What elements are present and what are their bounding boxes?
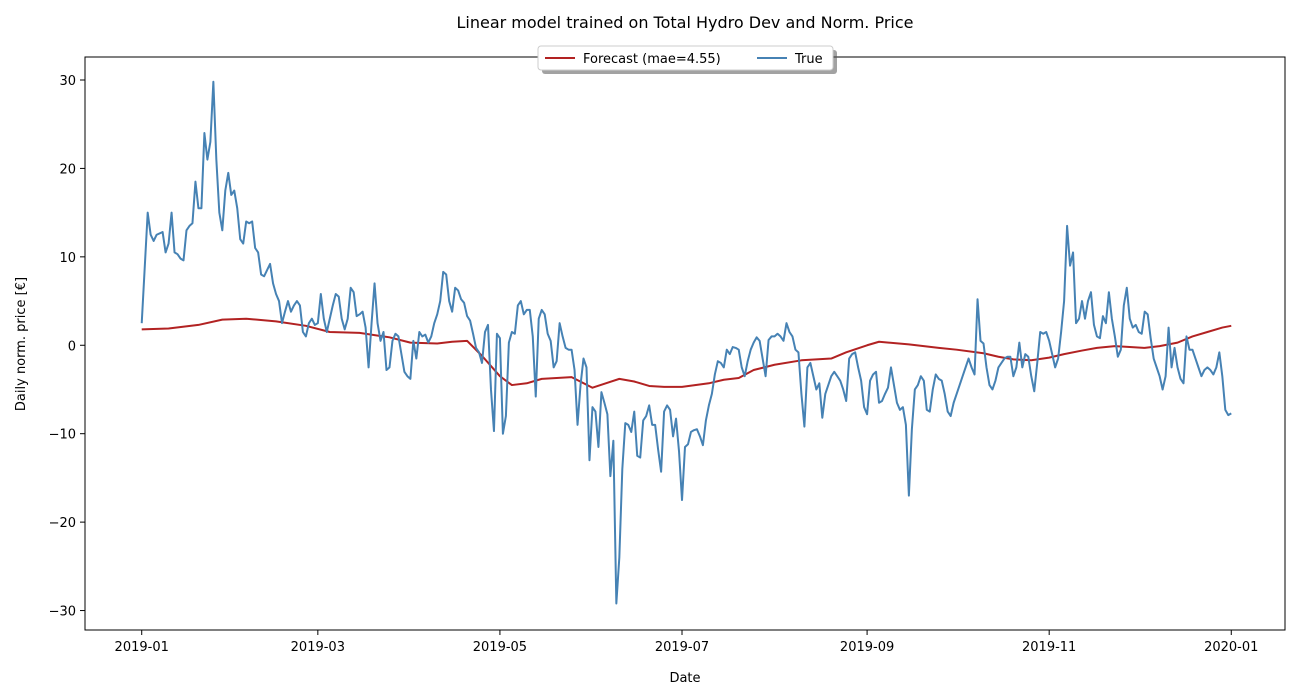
y-tick-label: 30 [59,74,76,89]
series-line-true [140,80,1232,605]
x-tick-label: 2019-01 [115,640,169,655]
x-axis-label: Date [669,671,700,686]
legend-label: Forecast (mae=4.55) [583,52,721,67]
y-tick-label: 0 [68,339,76,354]
x-tick-label: 2019-05 [473,640,527,655]
legend-label: True [794,52,823,67]
y-tick-label: 10 [59,251,76,266]
y-tick-label: −30 [49,605,76,620]
y-tick-label: 20 [59,162,76,177]
legend: Forecast (mae=4.55) True [537,45,837,74]
x-tick-label: 2020-01 [1204,640,1258,655]
y-axis: −30 −20 −10 0 10 20 30 [49,74,85,620]
x-tick-label: 2019-11 [1022,640,1076,655]
y-axis-label: Daily norm. price [€] [14,277,29,411]
x-tick-label: 2019-09 [840,640,894,655]
x-tick-label: 2019-07 [655,640,709,655]
series-layer [140,80,1232,605]
x-tick-label: 2019-03 [291,640,345,655]
x-axis: 2019-01 2019-03 2019-05 2019-07 2019-09 2019-… [115,630,1258,655]
y-tick-label: −10 [49,428,76,443]
chart-title: Linear model trained on Total Hydro Dev … [456,13,913,32]
y-tick-label: −20 [49,516,76,531]
legend-box [537,45,834,71]
